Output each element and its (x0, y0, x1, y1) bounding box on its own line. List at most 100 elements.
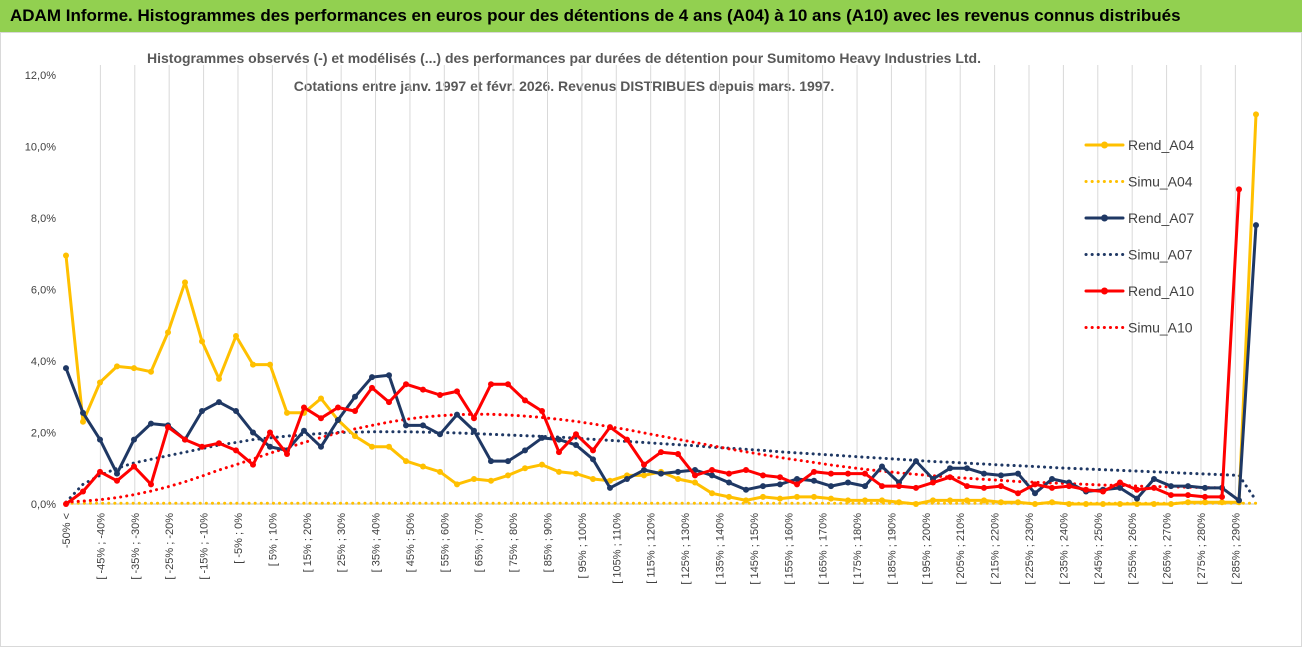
data-point (420, 463, 426, 470)
x-tick-label: [ -15% ; -10% (199, 513, 211, 580)
data-point (981, 497, 987, 504)
data-point (607, 477, 613, 484)
data-point (1202, 493, 1208, 500)
data-point (726, 493, 732, 500)
data-point (420, 386, 426, 393)
data-point (114, 363, 120, 370)
data-point (403, 381, 409, 388)
axes: -50% < [ -45% ; -40% [ -35% ; -30% [ -25% ;… (25, 70, 1256, 585)
x-tick-label: [ -5% ; 0% (233, 513, 245, 564)
data-point (1202, 484, 1208, 491)
data-point (1117, 479, 1123, 486)
data-point (1134, 495, 1140, 502)
y-tick-label: 10,0% (25, 142, 56, 154)
data-point (199, 338, 205, 345)
data-point (964, 465, 970, 472)
x-tick-label: [ 165% ; 170% (818, 513, 830, 585)
report-title: ADAM Informe. Histogrammes des performan… (10, 6, 1181, 25)
data-point (913, 501, 919, 507)
data-point (556, 449, 562, 456)
data-point (1253, 222, 1259, 229)
data-point (403, 458, 409, 465)
data-point (692, 472, 698, 479)
legend-label: Simu_A07 (1128, 247, 1193, 263)
data-point (607, 484, 613, 491)
data-point (488, 381, 494, 388)
data-point (964, 497, 970, 504)
data-point (165, 424, 171, 431)
data-point (828, 483, 834, 490)
data-point (80, 409, 86, 416)
x-tick-label: [ 215% ; 220% (990, 513, 1002, 585)
data-point (794, 481, 800, 488)
data-point (488, 458, 494, 465)
x-tick-label: [ 75% ; 80% (508, 513, 520, 573)
data-point (437, 391, 443, 398)
data-point (1032, 490, 1038, 497)
data-point (777, 481, 783, 488)
legend: Rend_A04 Simu_A04 Rend_A07 Simu_A07 Rend_A10… (1084, 137, 1194, 336)
x-tick-label: [ 95% ; 100% (577, 513, 589, 579)
series-line-simu-a10 (64, 412, 1241, 504)
data-point (369, 374, 375, 381)
data-point (454, 481, 460, 488)
data-point (879, 483, 885, 490)
data-point (318, 443, 324, 450)
x-tick-label: [ 5% ; 10% (267, 513, 279, 566)
data-point (1015, 490, 1021, 497)
y-tick-label: 12,0% (25, 70, 56, 82)
x-tick-label: [ 35% ; 40% (371, 513, 383, 573)
data-point (641, 467, 647, 474)
x-tick-label: [ 255% ; 260% (1127, 513, 1139, 585)
data-point (471, 427, 477, 434)
data-point (964, 483, 970, 490)
x-tick-label: [ 55% ; 60% (439, 513, 451, 573)
data-point (573, 470, 579, 477)
legend-label: Simu_A04 (1128, 174, 1193, 190)
data-point (947, 465, 953, 472)
chart-title-line-1: Histogrammes observés (-) et modélisés (… (147, 50, 981, 66)
data-point (947, 474, 953, 481)
data-point (369, 384, 375, 391)
data-point (777, 495, 783, 502)
data-point (182, 279, 188, 286)
data-point (539, 408, 545, 415)
data-point (1185, 492, 1191, 499)
data-point (624, 475, 630, 482)
x-tick-label: -50% < (61, 513, 73, 548)
data-point (709, 490, 715, 497)
data-point (1100, 488, 1106, 495)
data-point (930, 497, 936, 504)
data-point (488, 477, 494, 484)
data-point (1117, 501, 1123, 507)
y-tick-label: 8,0% (31, 213, 56, 225)
data-point (522, 465, 528, 472)
data-point (862, 483, 868, 490)
x-tick-label: [ 285% ; 290% (1230, 513, 1242, 585)
data-point (641, 461, 647, 468)
data-point (913, 458, 919, 465)
x-tick-label: [ 265% ; 270% (1162, 513, 1174, 585)
data-point (522, 397, 528, 404)
data-point (63, 501, 69, 507)
x-tick-label: [ 205% ; 210% (955, 513, 967, 585)
data-point (862, 470, 868, 477)
legend-label: Rend_A07 (1128, 210, 1194, 226)
data-point (896, 499, 902, 506)
data-point (692, 479, 698, 486)
data-point (1185, 483, 1191, 490)
data-point (913, 484, 919, 491)
data-point (981, 470, 987, 477)
data-point (335, 404, 341, 411)
data-point (556, 436, 562, 443)
data-point (505, 472, 511, 479)
x-tick-label: [ 235% ; 240% (1058, 513, 1070, 585)
data-point (539, 461, 545, 468)
data-point (454, 411, 460, 418)
data-point (63, 252, 69, 259)
data-point (318, 395, 324, 402)
data-point (97, 468, 103, 475)
legend-marker (1101, 214, 1108, 222)
legend-label: Simu_A10 (1128, 320, 1193, 336)
data-point (828, 470, 834, 477)
